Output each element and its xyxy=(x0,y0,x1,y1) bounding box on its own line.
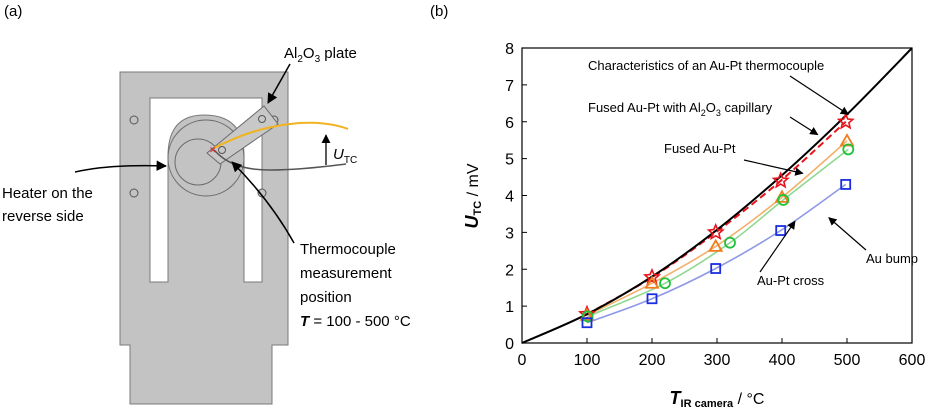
series-line xyxy=(587,148,849,318)
data-point-star xyxy=(706,222,725,241)
x-axis-title: TIR camera / °C xyxy=(670,388,765,410)
annotation-arrow xyxy=(789,75,850,115)
x-tick-label: 100 xyxy=(574,352,601,369)
x-tick-label: 600 xyxy=(899,352,926,369)
al2o3-plate-hole xyxy=(218,146,226,154)
mount-hole xyxy=(129,115,139,125)
al2o3-plate-label: Al2O3 plate xyxy=(284,45,357,65)
data-point-square xyxy=(581,317,593,329)
y-tick-label: 7 xyxy=(505,78,514,95)
pt-wire xyxy=(213,149,347,171)
x-tick-label: 500 xyxy=(834,352,861,369)
y-tick-label: 0 xyxy=(505,336,514,353)
annotation-label: Characteristics of an Au-Pt thermocouple xyxy=(588,58,824,73)
data-point-star xyxy=(642,267,662,286)
x-tick-label: 400 xyxy=(769,352,796,369)
data-point-circle xyxy=(581,310,594,323)
y-tick-label: 1 xyxy=(505,299,514,316)
panel-a-label: (a) xyxy=(4,3,22,20)
tc-position-label: Thermocouple measurement position T = 10… xyxy=(300,241,411,330)
annotation-arrow xyxy=(828,217,867,251)
annotation-label: Fused Au-Pt xyxy=(664,141,736,156)
data-point-star xyxy=(771,171,790,189)
data-point-square xyxy=(775,225,787,236)
panel-b-label: (b) xyxy=(430,3,448,20)
annotation-label: Fused Au-Pt with Al2O3 capillary xyxy=(588,100,773,118)
al2o3-plate-hole xyxy=(258,115,266,123)
y-tick-label: 6 xyxy=(505,115,514,132)
y-tick-label: 5 xyxy=(505,152,514,169)
annotation-arrow xyxy=(789,116,819,136)
annotation-label: Au bump xyxy=(866,251,918,266)
y-tick-label: 8 xyxy=(505,41,514,58)
y-tick-label: 4 xyxy=(505,189,514,206)
mount-hole xyxy=(129,188,139,198)
heater-arrow xyxy=(74,160,168,173)
chart: 0 100 200 300 400 500 600 0 1 2 3 4 5 6 7 8 Characteris… xyxy=(462,41,925,410)
plot-area xyxy=(521,47,913,344)
series-line xyxy=(521,47,913,344)
data-point-star xyxy=(836,112,855,130)
x-tick-label: 200 xyxy=(639,352,666,369)
y-tick-label: 3 xyxy=(505,225,514,242)
series-line xyxy=(586,183,847,324)
utc-label: UTC xyxy=(333,146,357,166)
y-tick-label: 2 xyxy=(505,262,514,279)
data-point-triangle xyxy=(644,275,660,289)
heater-label: Heater on the reverse side xyxy=(2,185,97,225)
mount-hole xyxy=(257,188,267,198)
data-point-circle xyxy=(724,236,736,249)
tc-junction-mark: ✕ xyxy=(209,145,217,155)
data-point-triangle xyxy=(579,307,595,321)
data-point-circle xyxy=(777,194,790,206)
device-photo: ✕ xyxy=(119,71,349,405)
data-point-triangle xyxy=(708,238,724,252)
data-point-square xyxy=(646,293,658,305)
series-line xyxy=(586,140,848,317)
series-line xyxy=(586,121,847,316)
x-tick-label: 0 xyxy=(518,352,527,369)
data-point-square xyxy=(840,179,852,190)
y-axis-title: UTC / mV xyxy=(462,163,484,228)
data-point-square xyxy=(710,263,722,274)
x-tick-label: 300 xyxy=(704,352,731,369)
data-point-circle xyxy=(659,277,671,290)
data-point-circle xyxy=(842,143,855,156)
annotation-label: Au-Pt cross xyxy=(757,273,825,288)
tc-position-arrow xyxy=(231,161,295,244)
annotation-arrow xyxy=(759,220,796,273)
annotation-arrow xyxy=(743,159,804,176)
al2o3-plate-arrow xyxy=(267,63,291,104)
au-wire xyxy=(213,121,349,149)
